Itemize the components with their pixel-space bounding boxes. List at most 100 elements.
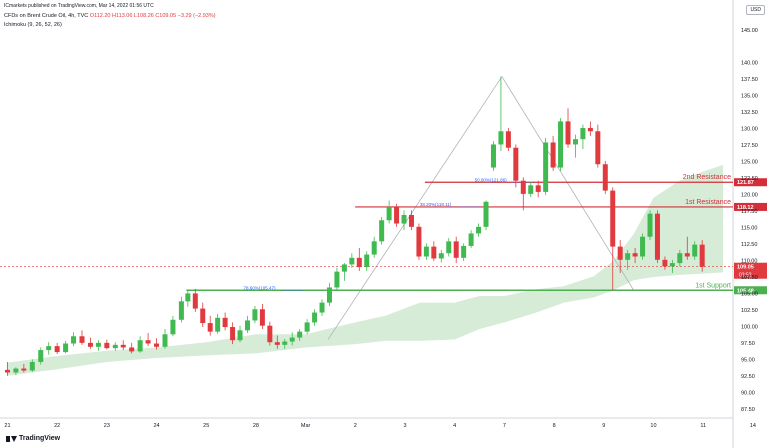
candle-body-10 (87, 342, 93, 347)
candle-body-40 (319, 302, 325, 313)
y-tick-label-1: 140.00 (741, 61, 758, 67)
candle-body-23 (192, 293, 198, 309)
candle-body-21 (178, 301, 184, 320)
candle-body-32 (259, 309, 265, 326)
candle-body-79 (610, 190, 616, 247)
candle-body-77 (595, 131, 601, 165)
candle-body-56 (438, 253, 444, 259)
x-tick-label-1: 22 (54, 423, 60, 429)
symbol-name[interactable]: CFDs on Brent Crude Oil, 4h, TVC (4, 13, 89, 19)
candle-body-50 (394, 207, 400, 224)
price-tag-1 (734, 202, 767, 211)
y-tick-label-20: 92.50 (741, 374, 755, 380)
candle-body-25 (207, 323, 213, 332)
y-tick-label-8: 122.50 (741, 176, 758, 182)
candle-body-22 (185, 293, 191, 302)
symbol-ohlc-line: CFDs on Brent Crude Oil, 4h, TVC O112.20… (4, 13, 216, 19)
candle-body-42 (334, 271, 340, 288)
y-tick-label-13: 110.00 (741, 258, 757, 264)
x-tick-label-13: 10 (650, 423, 656, 429)
candle-body-88 (677, 253, 683, 264)
candle-body-41 (326, 287, 332, 303)
candle-body-17 (145, 340, 151, 344)
x-tick-label-10: 7 (503, 423, 506, 429)
indicator-legend[interactable]: Ichimoku (9, 26, 52, 26) (4, 22, 62, 28)
candle-body-91 (699, 244, 705, 267)
x-tick-label-4: 25 (203, 423, 209, 429)
candle-body-8 (71, 336, 77, 344)
candle-body-26 (215, 317, 221, 332)
price-tag-2 (734, 262, 767, 279)
tradingview-logo: TradingView (6, 435, 60, 442)
y-tick-label-21: 90.00 (741, 390, 755, 396)
candle-body-33 (267, 325, 273, 343)
y-tick-label-9: 120.00 (741, 193, 758, 199)
candle-body-43 (341, 264, 347, 272)
candle-body-7 (63, 343, 69, 353)
candle-body-85 (654, 213, 660, 260)
ohlc-values: O112.20 H113.06 L108.26 C109.05 −3.29 (−… (89, 13, 216, 19)
candle-body-45 (356, 257, 362, 268)
candle-body-24 (200, 308, 206, 324)
level-label-0: 2nd Resistance (683, 174, 731, 181)
candle-body-70 (543, 142, 549, 192)
candle-body-14 (120, 344, 126, 348)
candle-body-19 (162, 334, 168, 347)
candle-body-68 (528, 185, 534, 194)
candle-body-1 (13, 368, 19, 373)
x-tick-label-11: 8 (553, 423, 556, 429)
currency-badge[interactable]: USD (746, 5, 765, 15)
fib-label-0: 50.00%(121.86) (475, 177, 508, 182)
x-tick-label-2: 23 (104, 423, 110, 429)
y-tick-label-3: 135.00 (741, 94, 758, 100)
candle-body-60 (468, 233, 474, 246)
y-tick-label-15: 105.00 (741, 291, 758, 297)
candle-body-57 (446, 241, 452, 254)
candle-body-64 (498, 131, 504, 145)
price-tag-0 (734, 178, 767, 187)
candle-body-20 (170, 319, 176, 335)
candle-body-35 (282, 341, 288, 345)
y-tick-label-2: 137.50 (741, 77, 758, 83)
candle-body-66 (513, 147, 519, 181)
price-tag-text-2: 109.05 (737, 265, 754, 271)
candle-body-0 (4, 369, 10, 373)
fib-label-2: 78.60%(105.47) (244, 285, 277, 290)
candle-body-53 (416, 226, 422, 257)
x-tick-label-3: 24 (153, 423, 159, 429)
price-tag-3 (734, 286, 767, 295)
candle-body-31 (252, 309, 258, 321)
candle-body-75 (580, 127, 586, 140)
candle-body-12 (104, 342, 110, 349)
x-tick-label-12: 9 (602, 423, 605, 429)
candle-body-87 (669, 263, 675, 267)
candle-body-86 (662, 259, 668, 267)
candle-body-69 (535, 185, 541, 192)
y-tick-label-12: 112.50 (741, 242, 757, 248)
candle-body-6 (54, 346, 60, 353)
candle-body-3 (29, 361, 35, 371)
y-tick-label-14: 107.50 (741, 275, 758, 281)
y-tick-label-19: 95.00 (741, 357, 755, 363)
candle-body-81 (625, 253, 631, 260)
level-label-1: 1st Resistance (685, 199, 731, 206)
candle-body-80 (617, 246, 623, 260)
candle-body-38 (304, 322, 310, 332)
candle-body-48 (379, 220, 385, 242)
candle-body-63 (490, 144, 496, 168)
x-tick-label-7: 2 (354, 423, 357, 429)
y-tick-label-7: 125.00 (741, 160, 758, 166)
candle-body-44 (349, 257, 355, 265)
x-tick-label-0: 21 (4, 423, 10, 429)
candle-body-18 (154, 343, 160, 347)
candle-body-72 (558, 121, 564, 168)
level-label-3: 1st Support (695, 282, 731, 289)
x-tick-label-6: Mar (301, 423, 311, 429)
candle-body-29 (237, 330, 243, 341)
candle-body-5 (46, 346, 52, 351)
candle-body-30 (244, 320, 250, 331)
logo-text: TradingView (19, 435, 61, 442)
candle-body-37 (297, 331, 303, 338)
candle-body-34 (274, 342, 280, 345)
